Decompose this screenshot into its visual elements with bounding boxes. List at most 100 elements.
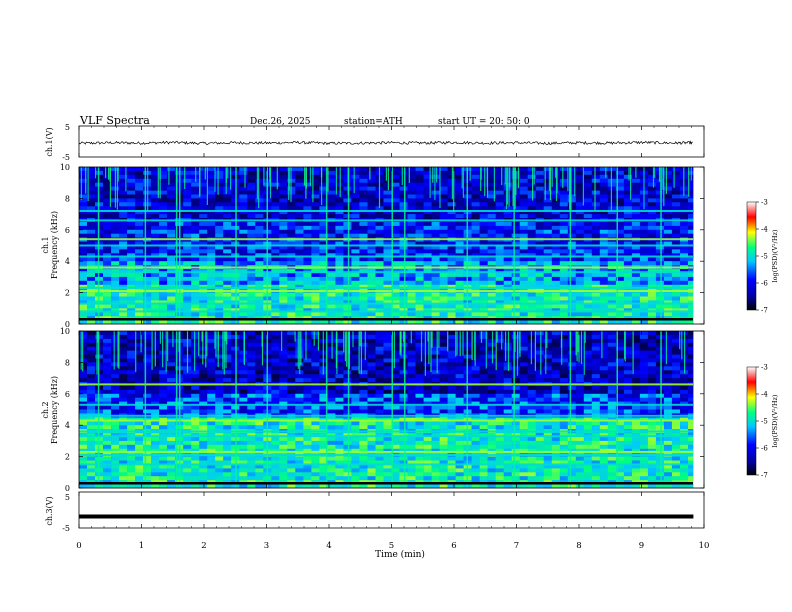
- time-axis-label: Time (min): [375, 549, 425, 560]
- ch3-waveform-panel: 5 -5 ch.3(V): [45, 491, 705, 533]
- station-label: station=ATH: [344, 117, 403, 127]
- sferic-streak: [616, 331, 618, 488]
- sferic-streak: [179, 167, 181, 324]
- sferic-streak: [266, 167, 268, 324]
- ch1-spectrogram-image: [79, 167, 705, 325]
- sferic-streak: [235, 331, 237, 488]
- time-tick-label: 8: [576, 541, 581, 551]
- colorbar-tick-label: -6: [761, 280, 768, 288]
- ch3-ylabel: ch.3(V): [45, 496, 54, 525]
- ch2-colorbar-label: log(PSD)(V²/Hz): [771, 394, 779, 447]
- freq-tick-label: 8: [65, 194, 70, 203]
- sferic-streak: [513, 167, 515, 324]
- colorbar-tick-label: -7: [761, 307, 768, 315]
- band-line: [79, 238, 693, 241]
- colorbar-tick-label: -3: [761, 199, 768, 207]
- time-tick-label: 1: [139, 541, 144, 551]
- sferic-streak: [660, 167, 662, 324]
- time-tick-label: 4: [326, 541, 331, 551]
- sferic-streak: [616, 167, 618, 324]
- ch3-ytick-bottom: -5: [62, 524, 70, 533]
- band-line: [79, 290, 693, 292]
- sferic-streak: [391, 331, 393, 488]
- ch2-spec-ylabel-frequency: Frequency (kHz): [50, 376, 59, 444]
- band-line: [79, 271, 693, 274]
- ch1-waveform-panel: 5 -5 ch.1(V): [45, 123, 705, 162]
- colorbar-tick-label: -5: [761, 253, 768, 261]
- band-line: [79, 244, 693, 247]
- freq-tick-label: 2: [65, 453, 70, 462]
- sferic-streak: [391, 167, 393, 324]
- ch1-ytick-bottom: -5: [62, 153, 70, 162]
- sferic-streak: [266, 331, 268, 488]
- ch1-spec-ylabel-frequency: Frequency (kHz): [50, 211, 59, 279]
- band-line: [79, 435, 693, 438]
- band-line: [79, 463, 693, 466]
- band-line: [79, 310, 693, 313]
- freq-tick-label: 0: [65, 484, 70, 493]
- sferic-streak: [97, 167, 100, 324]
- freq-tick-label: 4: [65, 257, 70, 266]
- ch1-colorbar: [746, 201, 757, 311]
- freq-tick-label: 6: [65, 226, 70, 235]
- freq-tick-label: 6: [65, 390, 70, 399]
- sferic-streak: [347, 167, 350, 324]
- time-tick-label: 7: [514, 541, 519, 551]
- sferic-streak: [466, 331, 468, 488]
- band-line: [79, 383, 693, 386]
- ch3-ytick-top: 5: [65, 493, 70, 502]
- freq-tick-label: 10: [60, 163, 70, 172]
- band-line: [79, 219, 693, 222]
- ch1-waveform-line: [78, 140, 693, 146]
- sferic-streak: [175, 167, 178, 324]
- band-line: [79, 419, 693, 422]
- ch2-colorbar: [746, 366, 757, 476]
- band-line: [79, 210, 693, 212]
- time-axis: 0 1 2 3 4 5 6 7 8 9 10: [76, 126, 709, 551]
- colorbar-tick-label: -3: [761, 364, 768, 372]
- sferic-streak: [144, 331, 147, 488]
- ch1-ytick-top: 5: [65, 123, 70, 132]
- ch1-ylabel: ch.1(V): [45, 127, 54, 156]
- colorbar-tick-label: -4: [761, 226, 768, 234]
- sferic-streak: [569, 167, 572, 324]
- colorbar-tick-label: -6: [761, 445, 768, 453]
- ch1-spec-ylabel-channel: ch.1: [41, 236, 50, 253]
- time-tick-label: 3: [264, 541, 269, 551]
- band-line: [79, 430, 693, 433]
- band-line: [79, 266, 693, 269]
- time-tick-label: 5: [389, 541, 394, 551]
- colorbar-tick-label: -4: [761, 391, 768, 399]
- time-tick-label: 10: [699, 541, 710, 551]
- sferic-streak: [175, 331, 178, 488]
- band-line: [79, 302, 693, 305]
- colorbar-tick-label: -7: [761, 472, 768, 480]
- sferic-streak: [347, 331, 350, 488]
- ch2-spec-ylabel-channel: ch.2: [41, 401, 50, 418]
- ch1-colorbar-label: log(PSD)(V²/Hz): [771, 229, 779, 282]
- freq-tick-label: 0: [65, 320, 70, 329]
- sferic-streak: [660, 331, 662, 488]
- ch3-waveform-frame: [78, 491, 705, 529]
- freq-tick-label: 4: [65, 421, 70, 430]
- sferic-streak: [97, 331, 100, 488]
- band-line: [79, 286, 693, 289]
- freq-tick-label: 8: [65, 358, 70, 367]
- sferic-streak: [513, 331, 515, 488]
- time-tick-label: 6: [451, 541, 456, 551]
- freq-tick-label: 2: [65, 289, 70, 298]
- sferic-streak: [179, 331, 181, 488]
- figure-title: VLF Spectra: [79, 114, 150, 127]
- freq-tick-label: 10: [60, 327, 70, 336]
- sferic-streak: [466, 167, 468, 324]
- sferic-streak: [404, 331, 406, 488]
- band-line: [79, 403, 693, 406]
- sferic-streak: [325, 167, 328, 324]
- start-time-label: start UT = 20: 50: 0: [438, 117, 530, 127]
- time-tick-label: 9: [639, 541, 644, 551]
- band-line: [79, 414, 693, 417]
- time-tick-label: 2: [201, 541, 206, 551]
- sferic-streak: [569, 331, 572, 488]
